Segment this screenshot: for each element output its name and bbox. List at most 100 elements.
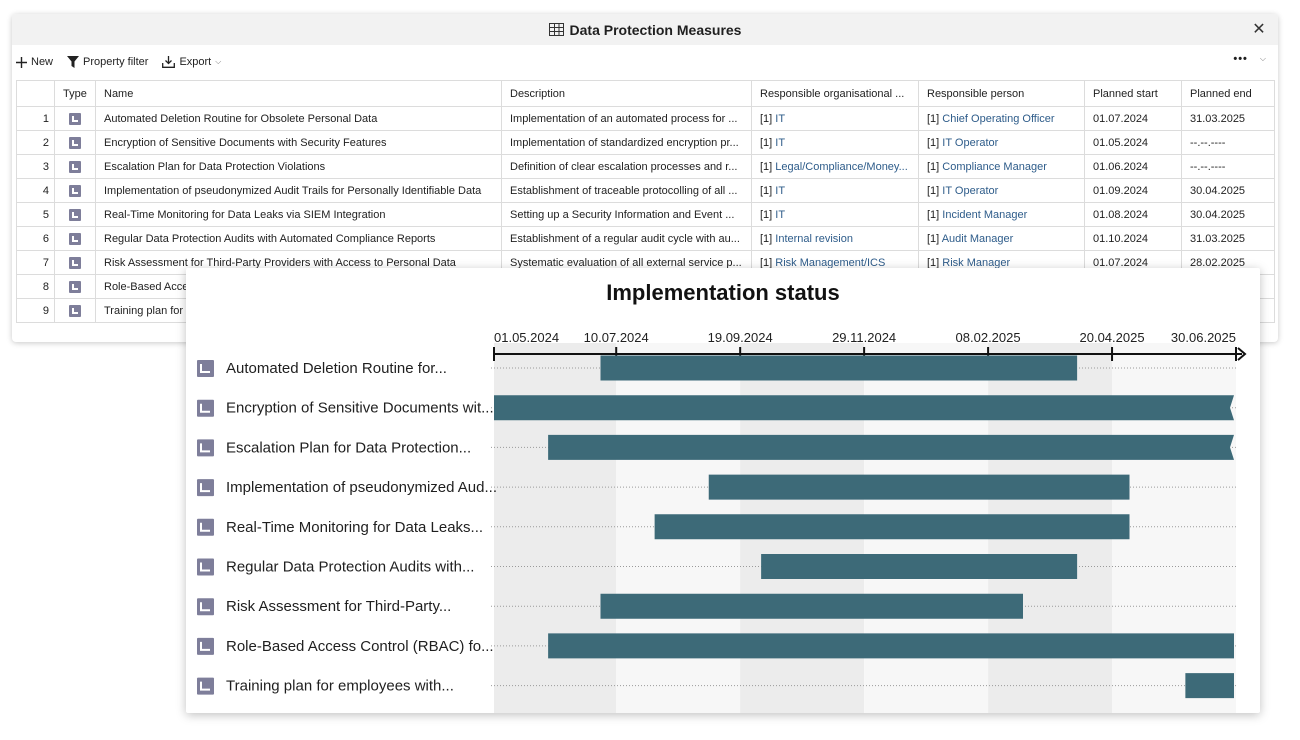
measure-type-icon [69,112,81,125]
new-button[interactable]: New [16,56,53,68]
task-bar[interactable] [600,355,1078,381]
header-planned-end[interactable]: Planned end [1181,80,1275,107]
row-planned-end: 30.04.2025 [1181,202,1275,227]
row-description: Establishment of traceable protocolling … [501,178,752,203]
row-name[interactable]: Real-Time Monitoring for Data Leaks via … [95,202,502,227]
measure-type-icon [69,280,81,293]
row-responsible-person: [1] Chief Operating Officer [918,106,1085,131]
table-row[interactable]: 2 Encryption of Sensitive Documents with … [16,130,1275,155]
export-button[interactable]: Export ⌵ [162,56,221,68]
table-row[interactable]: 6 Regular Data Protection Audits with Aut… [16,226,1275,251]
org-count: [1] [760,112,776,125]
row-planned-start: 01.07.2024 [1084,106,1182,131]
row-planned-end: 31.03.2025 [1181,226,1275,251]
person-count: [1] [927,160,943,173]
task-label: Implementation of pseudonymized Aud... [226,479,497,496]
table-row[interactable]: 5 Real-Time Monitoring for Data Leaks via… [16,202,1275,227]
export-icon [162,56,176,68]
task-label: Role-Based Access Control (RBAC) fo... [226,638,494,655]
header-type[interactable]: Type [54,80,96,107]
row-name[interactable]: Automated Deletion Routine for Obsolete … [95,106,502,131]
person-count: [1] [927,136,943,149]
row-number: 5 [16,202,55,227]
row-responsible-org: [1] Legal/Compliance/Money... [751,154,919,179]
more-options-button[interactable]: ••• ⌵ [1233,53,1266,65]
org-link[interactable]: Legal/Compliance/Money... [775,160,908,173]
org-count: [1] [760,232,776,245]
person-link[interactable]: Chief Operating Officer [942,112,1055,125]
property-filter-label: Property filter [83,56,149,68]
task-label: Regular Data Protection Audits with... [226,559,474,576]
task-label: Risk Assessment for Third-Party... [226,598,451,615]
row-description: Implementation of standardized encryptio… [501,130,752,155]
axis-tick-label: 10.07.2024 [584,330,649,345]
header-name[interactable]: Name [95,80,502,107]
task-bar[interactable] [761,554,1078,579]
row-number: 4 [16,178,55,203]
header-planned-start[interactable]: Planned start [1084,80,1182,107]
row-name[interactable]: Encryption of Sensitive Documents with S… [95,130,502,155]
row-planned-end: 30.04.2025 [1181,178,1275,203]
org-link[interactable]: IT [775,208,786,221]
row-name[interactable]: Implementation of pseudonymized Audit Tr… [95,178,502,203]
task-bar[interactable] [1185,673,1234,699]
org-link[interactable]: IT [775,184,786,197]
task-label: Training plan for employees with... [226,678,454,695]
table-row[interactable]: 4 Implementation of pseudonymized Audit T… [16,178,1275,203]
header-description[interactable]: Description [501,80,752,107]
person-link[interactable]: IT Operator [942,136,999,149]
person-link[interactable]: Incident Manager [942,208,1028,221]
row-responsible-org: [1] Internal revision [751,226,919,251]
org-count: [1] [760,208,776,221]
measure-type-icon [69,232,81,245]
person-link[interactable]: Audit Manager [941,232,1014,245]
row-description: Implementation of an automated process f… [501,106,752,131]
row-type [54,250,96,275]
measure-type-icon [69,136,81,149]
row-type [54,274,96,299]
header-responsible-person[interactable]: Responsible person [918,80,1085,107]
implementation-status-chart-card: Implementation status 01.05.2024 10.07.20… [186,268,1260,713]
person-count: [1] [927,232,942,245]
task-bar[interactable] [494,395,1234,421]
task-bar[interactable] [708,474,1130,500]
row-number: 1 [16,106,55,131]
row-number: 3 [16,154,55,179]
row-name[interactable]: Regular Data Protection Audits with Auto… [95,226,502,251]
org-link[interactable]: IT [775,112,786,125]
person-count: [1] [927,208,943,221]
task-bar[interactable] [600,593,1024,619]
row-type [54,130,96,155]
row-number: 9 [16,298,55,323]
org-link[interactable]: Internal revision [775,232,853,245]
org-link[interactable]: IT [775,136,786,149]
table-row[interactable]: 3 Escalation Plan for Data Protection Vio… [16,154,1275,179]
gantt-chart: 01.05.2024 10.07.2024 19.09.2024 29.11.2024… [197,330,1247,713]
person-link[interactable]: Compliance Manager [942,160,1047,173]
task-type-icon [197,518,214,536]
chevron-down-icon: ⌵ [215,57,222,66]
window-title-bar: Data Protection Measures [12,14,1278,45]
row-responsible-person: [1] Incident Manager [918,202,1085,227]
header-index[interactable] [16,80,55,107]
measure-type-icon [69,184,81,197]
task-bar[interactable] [548,434,1234,460]
axis-tick-label: 08.02.2025 [956,330,1021,345]
row-type [54,226,96,251]
table-row[interactable]: 1 Automated Deletion Routine for Obsolete… [16,106,1275,131]
axis-tick-label: 19.09.2024 [708,330,773,345]
row-responsible-org: [1] IT [751,178,919,203]
person-link[interactable]: Risk Manager [942,256,1011,269]
task-bar[interactable] [654,514,1130,540]
org-link[interactable]: Risk Management/ICS [775,256,886,269]
property-filter-button[interactable]: Property filter [67,56,148,68]
more-dots-icon: ••• [1233,53,1248,65]
header-responsible-org[interactable]: Responsible organisational ... [751,80,919,107]
person-link[interactable]: IT Operator [942,184,999,197]
row-name[interactable]: Escalation Plan for Data Protection Viol… [95,154,502,179]
row-responsible-org: [1] IT [751,130,919,155]
close-button[interactable]: ✕ [1250,21,1268,39]
filter-icon [67,56,80,68]
task-bar[interactable] [548,633,1234,659]
org-count: [1] [760,136,776,149]
